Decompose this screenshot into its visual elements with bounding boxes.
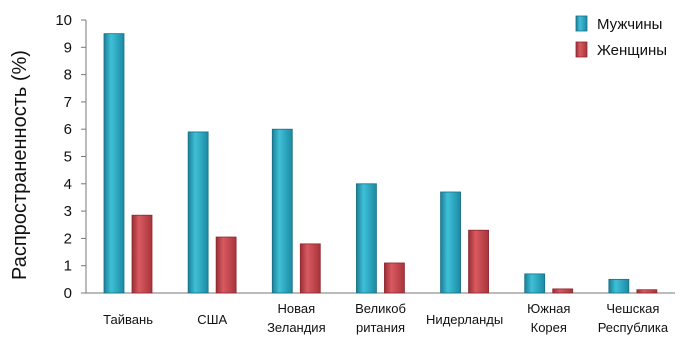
x-tick-label: Южная Корея bbox=[527, 301, 570, 335]
x-tick-label: Нидерланды bbox=[426, 312, 503, 327]
y-tick-label: 3 bbox=[64, 203, 72, 220]
bar-female-1 bbox=[215, 236, 237, 294]
y-tick-label: 4 bbox=[64, 176, 72, 193]
y-tick-label: 8 bbox=[64, 67, 72, 84]
x-tick-label: Чешская Республика bbox=[598, 301, 669, 335]
x-tick-labels: Тайвань США Новая Зеландия Великоб ритания Нид… bbox=[103, 301, 669, 335]
x-tick-label: США bbox=[197, 312, 227, 327]
y-tick-label: 6 bbox=[64, 121, 72, 138]
y-tick-label: 7 bbox=[64, 94, 72, 111]
legend-swatch-male bbox=[575, 15, 588, 32]
x-tick-label: Новая Зеландия bbox=[267, 301, 326, 335]
bar-female-4 bbox=[468, 229, 489, 294]
legend: Мужчины Женщины bbox=[575, 15, 667, 59]
y-tick-label: 2 bbox=[64, 230, 72, 247]
y-axis-label: Распространенность (%) bbox=[9, 50, 31, 280]
bar-male-3 bbox=[356, 183, 377, 294]
bar-male-1 bbox=[187, 131, 209, 294]
bar-male-6 bbox=[608, 278, 630, 294]
bar-male-5 bbox=[524, 273, 546, 294]
bar-female-0 bbox=[131, 214, 153, 294]
y-tick-label: 9 bbox=[64, 39, 72, 56]
bar-male-4 bbox=[440, 191, 461, 294]
bars bbox=[103, 33, 658, 294]
bar-male-0 bbox=[103, 33, 125, 294]
bar-female-3 bbox=[384, 262, 405, 294]
y-tick-label: 0 bbox=[64, 285, 72, 302]
legend-label-female: Женщины bbox=[597, 42, 667, 59]
x-tick-label: Тайвань bbox=[103, 312, 153, 327]
bar-female-5 bbox=[552, 288, 574, 294]
y-tick-label: 5 bbox=[64, 149, 72, 166]
x-tick-label: Великоб ритания bbox=[355, 301, 406, 335]
y-tick-label: 1 bbox=[64, 258, 72, 275]
bar-female-6 bbox=[636, 289, 658, 294]
bar-female-2 bbox=[299, 243, 321, 294]
axes bbox=[85, 20, 675, 294]
y-ticks: 0 1 2 3 4 5 6 7 8 9 10 bbox=[55, 12, 86, 302]
legend-swatch-female bbox=[575, 41, 588, 58]
legend-label-male: Мужчины bbox=[597, 16, 662, 33]
y-tick-label: 10 bbox=[55, 12, 72, 29]
bar-male-2 bbox=[271, 128, 293, 294]
